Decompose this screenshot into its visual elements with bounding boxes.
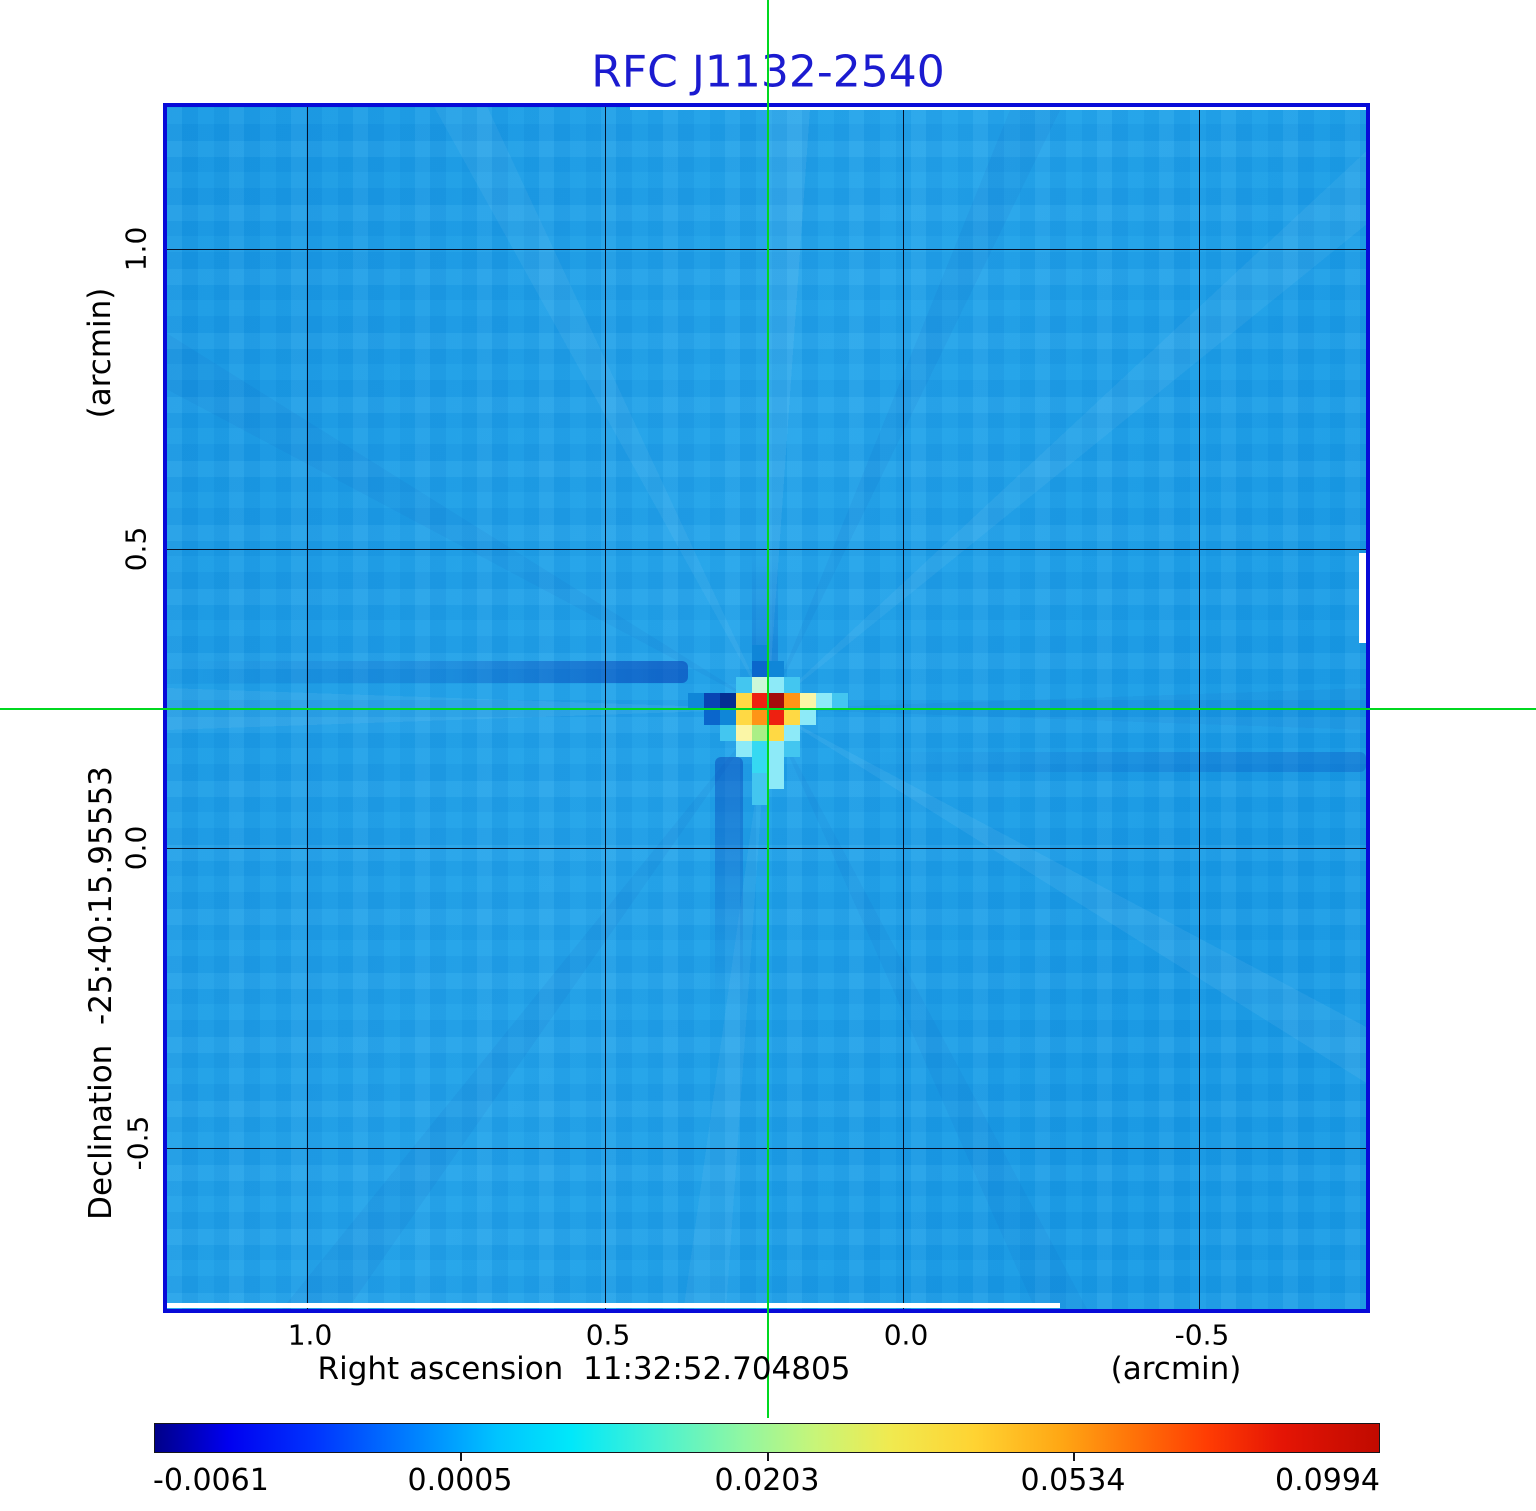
grid-line-horizontal-2 — [167, 549, 1366, 550]
noise-streak-down — [715, 757, 743, 1000]
x-tick-label-2: 0.5 — [585, 1318, 631, 1352]
y-tick-label-3: 0.0 — [119, 825, 153, 871]
colorbar-label-2: 0.0005 — [407, 1463, 513, 1498]
plot-title: RFC J1132-2540 — [591, 46, 945, 98]
source-pixel — [720, 693, 736, 709]
noise-streak-left — [167, 661, 688, 683]
grid-line-horizontal-4 — [167, 1148, 1366, 1149]
colorbar-label-1: -0.0061 — [153, 1463, 269, 1498]
source-pixel — [800, 709, 816, 725]
colorbar-label-5: 0.0994 — [1275, 1463, 1380, 1498]
source-pixel — [752, 773, 768, 789]
grid-line-horizontal-3 — [167, 848, 1366, 849]
x-axis-title: Right ascension 11:32:52.704805 — [317, 1351, 851, 1387]
source-pixel — [720, 709, 736, 725]
render-artifact-bottom — [167, 1303, 1060, 1308]
source-pixel — [704, 709, 720, 725]
crosshair-horizontal-line — [0, 708, 1536, 710]
source-pixel — [768, 693, 784, 709]
source-pixel — [736, 693, 752, 709]
colorbar-label-4: 0.0534 — [1020, 1463, 1126, 1498]
source-pixel — [720, 725, 736, 741]
x-tick-label-1: 1.0 — [287, 1318, 333, 1352]
colorbar-gradient — [154, 1423, 1380, 1453]
source-pixel — [768, 773, 784, 789]
source-pixel — [752, 645, 768, 661]
y-tick-label-2: 0.5 — [119, 526, 153, 572]
x-tick-label-4: -0.5 — [1174, 1318, 1230, 1352]
source-pixel — [736, 741, 752, 757]
render-artifact-top — [630, 107, 1366, 110]
source-pixel — [768, 725, 784, 741]
source-pixel — [784, 693, 800, 709]
source-pixel — [768, 741, 784, 757]
source-pixel — [784, 677, 800, 693]
source-pixel — [752, 677, 768, 693]
noise-streak-right — [850, 752, 1366, 772]
source-pixel — [688, 693, 704, 709]
source-pixel — [704, 693, 720, 709]
source-pixel — [752, 757, 768, 773]
colorbar-tick-2 — [767, 1453, 769, 1461]
source-pixel — [816, 693, 832, 709]
colorbar-tick-1 — [460, 1453, 462, 1461]
source-pixel — [736, 725, 752, 741]
x-axis-unit-label: (arcmin) — [1110, 1351, 1242, 1387]
source-pixel — [784, 709, 800, 725]
source-pixel — [736, 677, 752, 693]
source-pixel — [768, 709, 784, 725]
source-pixel — [800, 693, 816, 709]
source-pixel — [768, 677, 784, 693]
source-pixel-layer — [167, 107, 1366, 1309]
source-pixel — [752, 789, 768, 805]
source-pixel — [752, 725, 768, 741]
source-pixel — [768, 661, 784, 677]
source-pixel — [784, 741, 800, 757]
source-pixel — [752, 693, 768, 709]
source-pixel — [752, 741, 768, 757]
render-artifact-right — [1359, 553, 1366, 643]
y-tick-label-1: 1.0 — [119, 226, 153, 272]
source-pixel — [752, 709, 768, 725]
y-axis-title: Declination -25:40:15.95553 — [83, 766, 119, 1220]
source-pixel — [768, 757, 784, 773]
colorbar-tick-3 — [1073, 1453, 1075, 1461]
colorbar-label-3: 0.0203 — [714, 1463, 820, 1498]
x-tick-label-3: 0.0 — [883, 1318, 929, 1352]
source-pixel — [736, 709, 752, 725]
y-tick-label-4: -0.5 — [121, 1115, 155, 1171]
source-pixel — [832, 693, 848, 709]
y-axis-unit-label: (arcmin) — [82, 287, 118, 419]
grid-line-horizontal-1 — [167, 249, 1366, 250]
source-pixel — [752, 661, 768, 677]
source-pixel — [784, 725, 800, 741]
